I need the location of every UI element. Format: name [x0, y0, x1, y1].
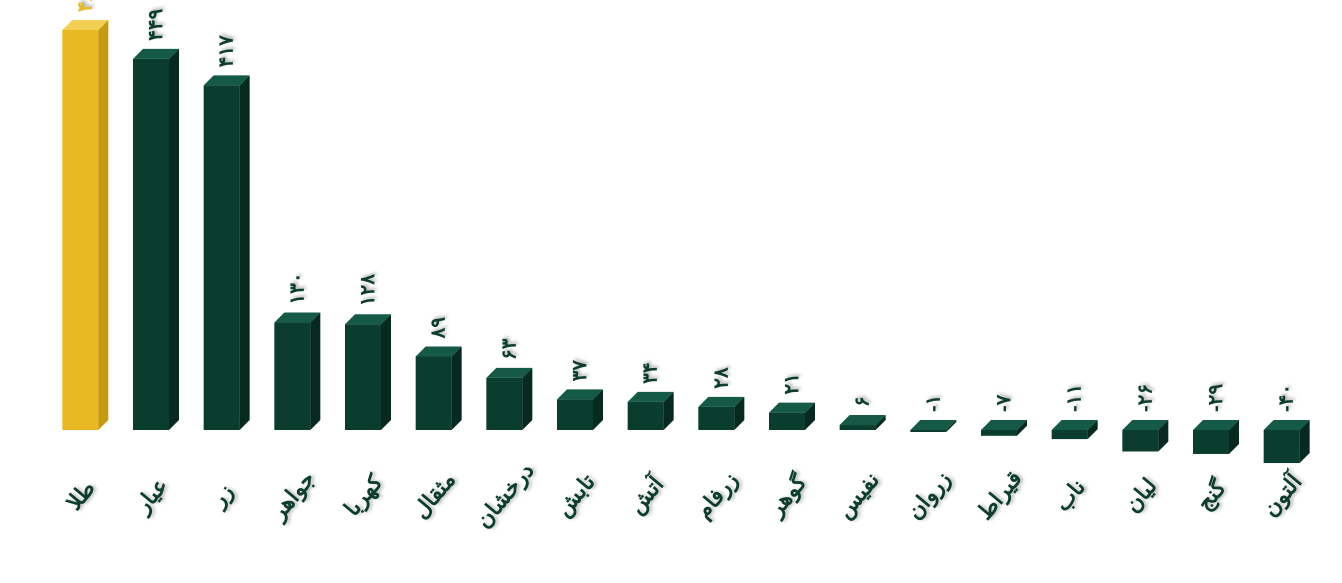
bar-value-label: ۲۸ — [710, 367, 732, 389]
bar-value-label: ۱۳۰ — [286, 272, 308, 304]
bar-value-label: ۶ — [852, 396, 874, 407]
bar-value-label: ۳۴ — [640, 362, 662, 383]
bar-value-label: ۲۱ — [781, 373, 803, 394]
bar-value-label: -۲۶ — [1134, 384, 1156, 412]
bar-value-label: ۳۷ — [569, 360, 591, 382]
bar-value-label: ۴۸۴ — [74, 0, 96, 12]
bar — [345, 314, 391, 430]
bar — [133, 49, 179, 430]
bar — [1193, 420, 1239, 454]
bar-value-label: ۶۳ — [498, 338, 520, 360]
bar — [557, 389, 603, 430]
bar — [274, 313, 320, 430]
bar-value-label: ۴۴۹ — [145, 8, 167, 40]
bar — [416, 346, 462, 430]
bar-value-label: ۱۲۸ — [357, 274, 379, 306]
bar — [1264, 420, 1310, 463]
bar-chart-3d: ۴۸۴طلا۴۴۹عیار۴۱۷زر۱۳۰جواهر۱۲۸کهربا۸۹مثقا… — [0, 0, 1342, 583]
bar-value-label: ۴۱۷ — [216, 35, 238, 67]
bar-value-label: -۲۹ — [1205, 384, 1227, 412]
bar-value-label: -۱ — [922, 395, 944, 412]
bar — [204, 75, 250, 430]
bar — [769, 403, 815, 430]
bar-value-label: -۴۰ — [1276, 384, 1298, 412]
bar-value-label: ۸۹ — [428, 317, 450, 340]
bar-value-label: -۱۱ — [1064, 384, 1086, 412]
bar — [486, 368, 532, 430]
chart-svg: ۴۸۴طلا۴۴۹عیار۴۱۷زر۱۳۰جواهر۱۲۸کهربا۸۹مثقا… — [0, 0, 1342, 583]
bar — [1122, 420, 1168, 451]
bar-value-label: -۷ — [993, 394, 1015, 412]
bar — [628, 392, 674, 430]
bar — [62, 20, 108, 430]
bar — [698, 397, 744, 430]
